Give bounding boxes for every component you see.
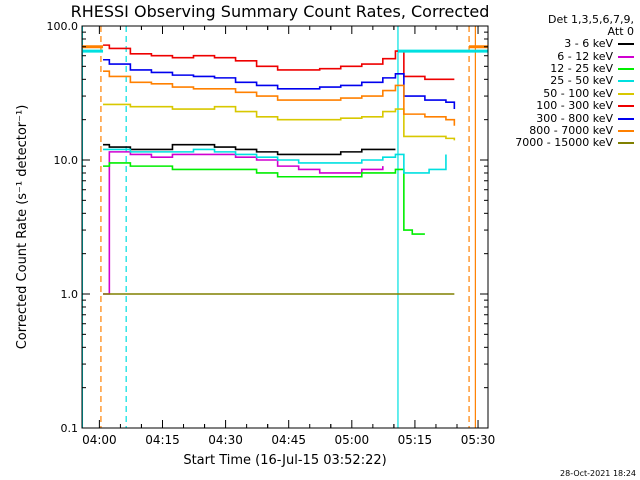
legend-label: 3 - 6 keV (564, 37, 613, 51)
chart-title: RHESSI Observing Summary Count Rates, Co… (70, 2, 490, 21)
series-line-5 (103, 44, 455, 81)
legend-header-detectors: Det 1,3,5,6,7,9, (547, 13, 634, 26)
legend-rows: 3 - 6 keV 6 - 12 keV 12 - 25 keV 25 - 50 ke… (474, 38, 634, 150)
x-tick-label: 04:45 (271, 433, 306, 447)
legend-label: 6 - 12 keV (557, 49, 613, 63)
x-tick-label: 04:30 (208, 433, 243, 447)
legend-label: 100 - 300 keV (536, 99, 613, 113)
legend-label: 800 - 7000 keV (529, 123, 613, 137)
series-line-1 (103, 151, 384, 295)
y-tick-label: 1.0 (61, 288, 79, 301)
y-tick-label: 0.1 (61, 422, 79, 435)
y-tick-label: 100.0 (47, 20, 79, 33)
legend-swatch (618, 43, 634, 46)
legend-label: 50 - 100 keV (543, 86, 613, 100)
legend-swatch (618, 129, 634, 132)
series-line-2 (103, 162, 425, 235)
legend-label: 12 - 25 keV (550, 61, 613, 75)
legend-label: 7000 - 15000 keV (515, 136, 613, 150)
y-axis-label: Corrected Count Rate (s⁻¹ detector⁻¹) (15, 105, 30, 350)
legend-entry: 50 - 100 keV (474, 86, 634, 100)
legend-entry: 7000 - 15000 keV (474, 137, 634, 149)
timestamp: 28-Oct-2021 18:24 (560, 469, 636, 478)
legend-label: 300 - 800 keV (536, 111, 613, 125)
legend-entry: 25 - 50 keV (474, 75, 634, 87)
legend-header-attenuator: Att 0 (607, 25, 634, 38)
series-line-3 (103, 148, 447, 174)
legend-swatch (618, 80, 634, 83)
series-line-0 (103, 143, 396, 156)
legend: Det 1,3,5,6,7,9, Att 0 3 - 6 keV 6 - 12 k… (474, 14, 634, 150)
y-tick-label: 10.0 (54, 154, 79, 167)
x-tick-label: 04:00 (82, 433, 117, 447)
legend-entry: 6 - 12 keV (474, 50, 634, 62)
plot-frame (81, 25, 489, 429)
legend-entry: 12 - 25 keV (474, 61, 634, 75)
legend-swatch (618, 92, 634, 95)
legend-swatch (618, 105, 634, 108)
series-line-7 (103, 70, 456, 126)
legend-swatch (618, 67, 634, 70)
legend-entry: 800 - 7000 keV (474, 123, 634, 137)
legend-swatch (618, 117, 634, 120)
x-tick-label: 04:15 (145, 433, 180, 447)
x-tick-label: 05:00 (335, 433, 370, 447)
x-tick-label: 05:15 (398, 433, 433, 447)
legend-label: 25 - 50 keV (550, 74, 613, 88)
legend-swatch (618, 55, 634, 58)
x-tick-label: 05:30 (461, 433, 496, 447)
legend-entry: 100 - 300 keV (474, 100, 634, 112)
legend-entry: 300 - 800 keV (474, 112, 634, 124)
legend-swatch (618, 142, 634, 145)
x-axis-label: Start Time (16-Jul-15 03:52:22) (183, 453, 386, 468)
legend-entry: 3 - 6 keV (474, 38, 634, 50)
series-line-4 (103, 103, 456, 141)
